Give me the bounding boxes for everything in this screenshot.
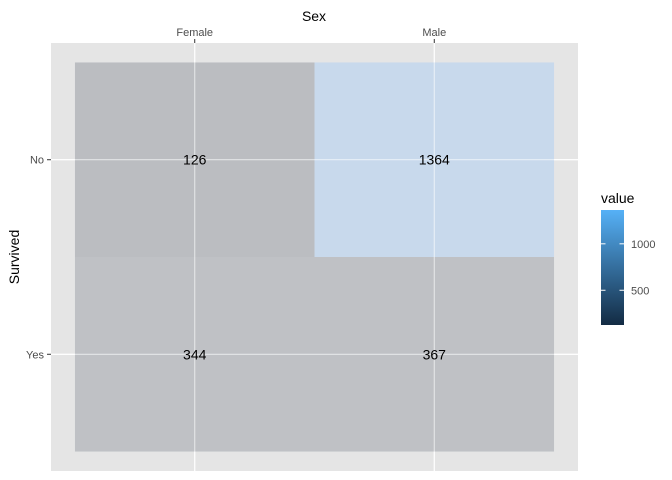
- y-axis-ticks: No Yes: [26, 155, 51, 361]
- x-axis-title: Sex: [302, 8, 326, 24]
- cell-value-label: 344: [183, 346, 207, 362]
- y-tick-label: No: [30, 155, 44, 167]
- x-tick-label: Female: [176, 27, 213, 39]
- cell-value-label: 367: [423, 346, 447, 362]
- legend-ticks: 500 1000: [601, 239, 655, 297]
- heatmap-tiles: [51, 43, 578, 471]
- x-axis-ticks: Female Male: [176, 27, 446, 43]
- cell-value-label: 1364: [419, 152, 450, 168]
- legend-tick-label: 500: [631, 285, 649, 297]
- cell-value-label: 126: [183, 152, 207, 168]
- x-tick-label: Male: [422, 27, 446, 39]
- legend: value 500 1000: [601, 190, 655, 325]
- legend-colorbar: [601, 210, 624, 325]
- legend-tick-label: 1000: [631, 239, 655, 251]
- y-tick-label: Yes: [26, 349, 44, 361]
- y-axis-title: Survived: [6, 230, 22, 284]
- legend-title: value: [601, 190, 635, 206]
- cell-labels: 126 1364 344 367: [183, 152, 450, 363]
